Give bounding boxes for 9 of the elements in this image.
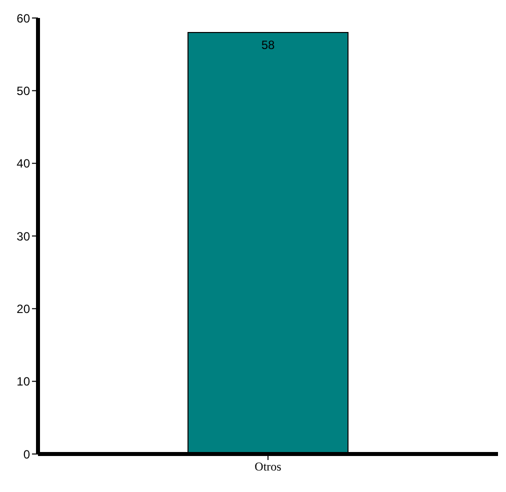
data-label: 58 [261,38,275,52]
y-tick-label: 0 [23,447,30,462]
y-tick-label: 20 [16,302,30,316]
y-tick-label: 60 [16,11,30,26]
y-tick-label: 10 [16,374,30,389]
y-tick-label: 40 [16,156,30,171]
y-tick-label: 50 [16,84,30,98]
y-tick-label: 30 [16,229,30,244]
x-tick-label: Otros [254,460,282,474]
